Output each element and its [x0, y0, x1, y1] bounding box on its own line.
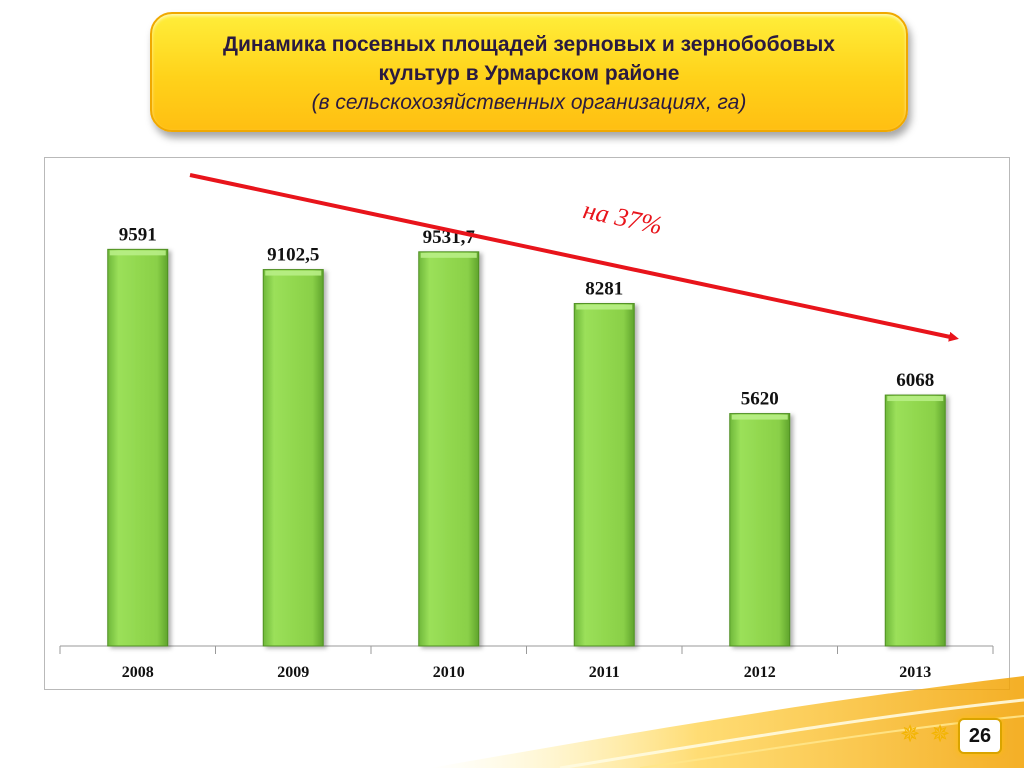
bar-highlight [887, 396, 944, 402]
star-icon: ✵ [900, 720, 921, 748]
x-tick-label: 2009 [277, 664, 309, 681]
data-label: 9591 [119, 224, 157, 245]
trend-arrow [189, 173, 959, 342]
bar-highlight [576, 304, 633, 310]
bar [573, 303, 635, 647]
bar [884, 394, 946, 647]
data-label: 9102,5 [267, 245, 319, 266]
page-number-badge: 26 [958, 718, 1002, 754]
bar-highlight [265, 270, 322, 276]
chart-area: 2008 2009 2010 2011 2012 2013 9591 9102,5 9531,… [44, 157, 1010, 690]
bar [107, 248, 169, 647]
x-tick-label: 2008 [122, 664, 154, 681]
bar-chart: 2008 2009 2010 2011 2012 2013 95919102,59531,… [59, 173, 994, 681]
page-title-line-2: культур в Урмарском районе [378, 62, 680, 85]
x-axis: 2008 2009 2010 2011 2012 2013 [59, 645, 994, 681]
bar-highlight [109, 250, 166, 256]
page-subtitle: (в сельскохозяйственных организациях, га… [311, 91, 747, 114]
slide-title-box: Динамика посевных площадей зерновых и зе… [150, 12, 908, 132]
x-tick-label: 2013 [899, 664, 931, 681]
star-icon: ✵ [930, 720, 951, 748]
bar [262, 269, 324, 647]
data-label: 5620 [741, 389, 779, 410]
bar-highlight [420, 252, 477, 258]
x-tick-label: 2011 [589, 664, 620, 681]
page-title: Динамика посевных площадей зерновых и зе… [223, 33, 835, 56]
bar [729, 413, 791, 647]
trend-label: на 37% [581, 195, 665, 240]
bar-highlight [731, 414, 788, 420]
data-label: 6068 [896, 370, 934, 391]
x-tick-label: 2010 [433, 664, 465, 681]
x-tick-label: 2012 [744, 664, 776, 681]
bar [418, 251, 480, 647]
data-label: 8281 [585, 279, 623, 300]
